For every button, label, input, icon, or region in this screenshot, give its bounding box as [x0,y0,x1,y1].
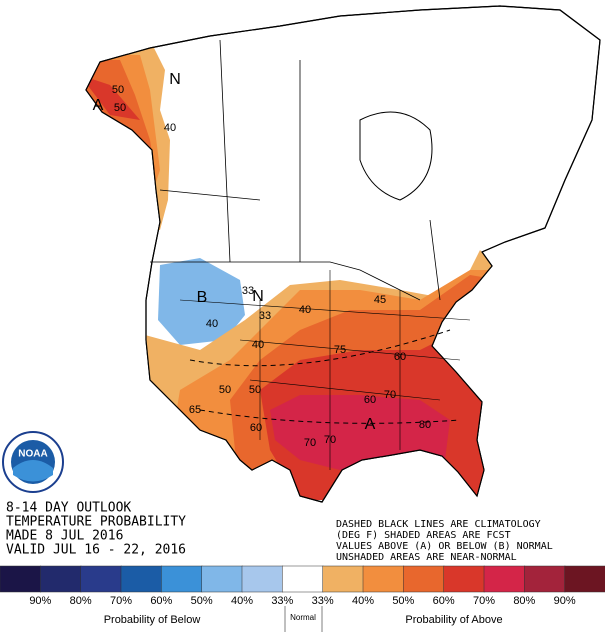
legend: 90% 80% 70% 60% 50% 40% 33% 33% 40% 50% 60% 70% 80% 9… [0,565,605,607]
legend-normal-label: Normal [290,613,316,622]
legend-above-label: Probability of Above [405,614,502,626]
legend-swatch [524,565,566,593]
map-label: B [197,289,208,306]
legend-swatch [241,565,284,593]
logo-text: NOAA [18,449,47,460]
legend-tick-label: 80% [513,595,535,607]
legend-tick-label: 90% [29,595,51,607]
map-label: 40 [206,318,218,330]
map-label: A [93,97,104,114]
legend-swatch [161,565,203,593]
map-label: 40 [252,339,264,351]
map-label: N [252,288,264,305]
note-line: (DEG F) SHADED AREAS ARE FCST [336,530,511,541]
map-area [85,5,601,503]
map-label: 50 [114,102,126,114]
legend-swatch [120,565,163,593]
title-line: VALID JUL 16 - 22, 2016 [6,543,186,558]
legend-below-label: Probability of Below [104,614,201,626]
map-label: 60 [250,422,262,434]
map-label: N [169,71,181,88]
legend-tick-label: 50% [392,595,414,607]
map-label: 60 [364,394,376,406]
legend-swatch [80,565,122,593]
legend-tick-label: 80% [70,595,92,607]
note-line: DASHED BLACK LINES ARE CLIMATOLOGY [336,519,541,530]
title-line: TEMPERATURE PROBABILITY [6,515,186,530]
legend-swatch [403,565,445,593]
map-label: 65 [189,404,201,416]
legend-swatch [322,565,364,593]
map-label: 50 [112,84,124,96]
legend-swatch [40,565,82,593]
legend-tick-label: 60% [433,595,455,607]
map-label: 50 [249,384,261,396]
map-label: 70 [304,437,316,449]
legend-tick-label: 50% [191,595,213,607]
legend-tick-label: 70% [110,595,132,607]
map-label: 40 [299,304,311,316]
legend-swatch [483,565,526,593]
legend-swatch [0,565,42,593]
map-label: 33 [242,285,254,297]
legend-swatch [443,565,485,593]
map-label: 70 [324,434,336,446]
legend-swatch [362,565,405,593]
map-label: 60 [394,351,406,363]
map-label: 45 [374,294,386,306]
legend-tick-label: 90% [554,595,576,607]
legend-tick-label: 33% [312,595,334,607]
legend-swatch [201,565,243,593]
map-label: 75 [334,344,346,356]
legend-swatch [282,565,324,593]
legend-tick-label: 60% [150,595,172,607]
map-label: 33 [259,310,271,322]
legend-tick-label: 33% [271,595,293,607]
note-line: UNSHADED AREAS ARE NEAR-NORMAL [336,552,517,563]
legend-tick-label: 40% [231,595,253,607]
title-line: 8-14 DAY OUTLOOK [6,501,131,516]
legend-tick-label: 40% [352,595,374,607]
map-label: 80 [419,419,431,431]
legend-tick-label: 70% [473,595,495,607]
map-label: 70 [384,389,396,401]
map-label: 40 [164,122,176,134]
map-label: 50 [219,384,231,396]
note-line: VALUES ABOVE (A) OR BELOW (B) NORMAL [336,541,553,552]
noaa-logo: NOAA [2,431,64,493]
title-line: MADE 8 JUL 2016 [6,529,123,544]
legend-swatch [564,565,605,593]
map-label: A [365,416,376,433]
